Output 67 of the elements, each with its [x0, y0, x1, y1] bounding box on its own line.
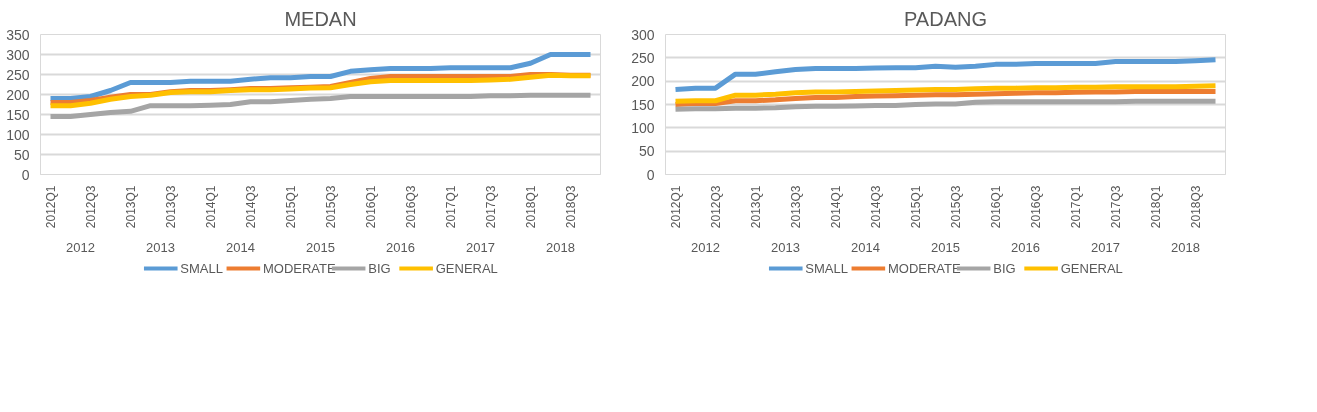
- x-tick-label: 2016Q1: [363, 185, 378, 229]
- y-tick-label: 0: [21, 166, 30, 183]
- y-tick-label: 100: [631, 119, 655, 136]
- legend-label: MODERATE: [887, 261, 961, 276]
- x-tick-label: 2012Q3: [83, 185, 98, 229]
- y-tick-label: 200: [6, 86, 30, 103]
- text: 2018: [1171, 239, 1200, 255]
- y-tick-label: 150: [631, 96, 655, 113]
- x-tick-label: 2013Q1: [123, 185, 138, 229]
- y-tick-label: 250: [631, 49, 655, 66]
- x-tick-label: 2015Q3: [948, 185, 963, 229]
- text: 2014: [851, 239, 880, 255]
- y-tick-label: 150: [6, 106, 30, 123]
- x-tick-label: 2017Q1: [443, 185, 458, 229]
- x-tick-label: 2015Q1: [283, 185, 298, 229]
- legend-label: GENERAL: [435, 261, 498, 276]
- text: 2012: [66, 239, 95, 255]
- y-tick-label: 350: [6, 26, 30, 43]
- x-tick-label: 2015Q1: [908, 185, 923, 229]
- x-tick-label: 2018Q3: [1188, 185, 1203, 229]
- y-tick-label: 100: [6, 126, 30, 143]
- chart-title: MEDAN: [284, 7, 357, 30]
- text: 2015: [931, 239, 960, 255]
- text: 2014: [226, 239, 255, 255]
- x-tick-label: 2014Q3: [243, 185, 258, 229]
- text: 2017: [466, 239, 495, 255]
- x-tick-label: 2013Q3: [163, 185, 178, 229]
- x-tick-label: 2013Q3: [788, 185, 803, 229]
- y-tick-label: 50: [638, 143, 655, 160]
- text: 2013: [771, 239, 800, 255]
- x-tick-label: 2016Q3: [1028, 185, 1043, 229]
- legend-label: GENERAL: [1060, 261, 1123, 276]
- x-tick-label: 2014Q3: [868, 185, 883, 229]
- x-tick-label: 2014Q1: [828, 185, 843, 229]
- y-tick-label: 0: [646, 166, 655, 183]
- y-tick-label: 250: [6, 66, 30, 83]
- text: 2017: [1091, 239, 1120, 255]
- y-tick-label: 300: [631, 26, 655, 43]
- text: 2012: [691, 239, 720, 255]
- legend-label: SMALL: [805, 261, 848, 276]
- y-tick-label: 50: [13, 146, 30, 163]
- x-tick-label: 2012Q3: [708, 185, 723, 229]
- x-tick-label: 2016Q3: [403, 185, 418, 229]
- text: 2013: [146, 239, 175, 255]
- x-tick-label: 2018Q3: [563, 185, 578, 229]
- x-tick-label: 2018Q1: [1148, 185, 1163, 229]
- x-tick-label: 2017Q3: [1108, 185, 1123, 229]
- y-tick-label: 200: [631, 73, 655, 90]
- text: 2016: [386, 239, 415, 255]
- y-tick-label: 300: [6, 46, 30, 63]
- x-tick-label: 2017Q3: [483, 185, 498, 229]
- x-tick-label: 2016Q1: [988, 185, 1003, 229]
- legend-label: BIG: [368, 261, 391, 276]
- legend-label: MODERATE: [262, 261, 336, 276]
- text: 2018: [546, 239, 575, 255]
- x-tick-label: 2012Q1: [43, 185, 58, 229]
- legend-label: BIG: [993, 261, 1016, 276]
- x-tick-label: 2017Q1: [1068, 185, 1083, 229]
- x-tick-label: 2014Q1: [203, 185, 218, 229]
- text: 2016: [1011, 239, 1040, 255]
- x-tick-label: 2013Q1: [748, 185, 763, 229]
- legend-label: SMALL: [180, 261, 223, 276]
- x-tick-label: 2012Q1: [668, 185, 683, 229]
- chart-title: PADANG: [904, 7, 987, 30]
- text: 2015: [306, 239, 335, 255]
- x-tick-label: 2018Q1: [523, 185, 538, 229]
- x-tick-label: 2015Q3: [323, 185, 338, 229]
